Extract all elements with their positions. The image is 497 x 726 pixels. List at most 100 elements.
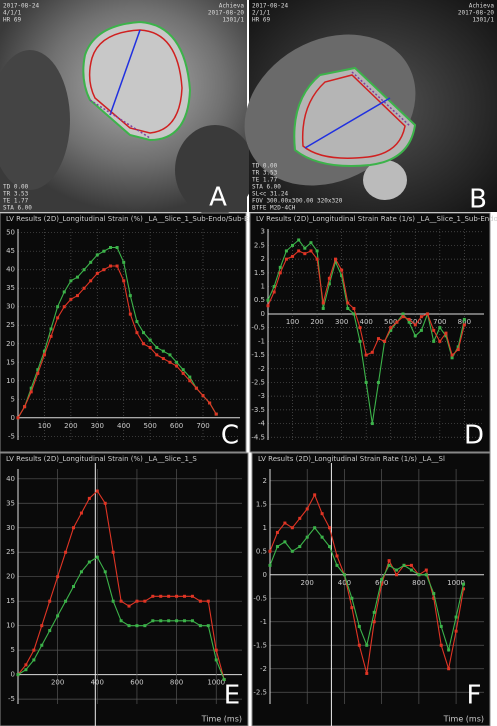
data-point xyxy=(447,648,451,652)
x-tick-label: 1000 xyxy=(447,579,465,587)
data-point xyxy=(401,315,405,319)
data-point xyxy=(168,360,172,364)
data-point xyxy=(175,594,179,598)
y-tick-label: -2 xyxy=(258,365,265,373)
y-tick-label: 2 xyxy=(261,255,265,263)
data-point xyxy=(395,573,399,577)
data-point xyxy=(315,257,319,261)
data-point xyxy=(432,596,436,600)
contour-inner xyxy=(301,74,406,159)
y-tick-label: -2.5 xyxy=(253,688,267,696)
y-tick-label: 35 xyxy=(6,284,15,292)
data-point xyxy=(115,246,119,250)
y-tick-label: -4.5 xyxy=(251,433,265,441)
overlay-text: 2017-08-20 xyxy=(208,10,245,17)
data-point xyxy=(370,350,374,354)
y-tick-label: 0.5 xyxy=(256,547,267,555)
y-tick-label: -2.5 xyxy=(251,378,265,386)
data-point xyxy=(36,368,40,372)
contour-inner xyxy=(88,29,183,134)
data-point xyxy=(190,594,194,598)
data-point xyxy=(72,585,76,588)
data-point xyxy=(24,668,28,672)
data-point xyxy=(142,342,146,346)
data-point xyxy=(305,535,309,539)
x-tick-label: 500 xyxy=(384,318,397,326)
data-point xyxy=(358,339,362,343)
data-point xyxy=(419,328,423,332)
data-point xyxy=(284,257,288,261)
data-point xyxy=(303,246,307,250)
data-point xyxy=(439,643,443,647)
data-point xyxy=(161,349,165,353)
y-tick-label: -0.5 xyxy=(253,594,267,602)
y-tick-label: -1 xyxy=(260,618,267,626)
data-point xyxy=(401,312,405,316)
y-tick-label: 0.5 xyxy=(254,296,265,304)
data-point xyxy=(135,331,139,335)
data-point xyxy=(89,279,93,283)
x-tick-label: 500 xyxy=(143,422,156,430)
data-point xyxy=(450,356,454,360)
data-point xyxy=(370,422,374,426)
overlay-text: Achieva xyxy=(469,3,495,10)
data-point xyxy=(340,274,344,278)
data-point xyxy=(315,249,319,253)
overlay-text: TE 1.77 xyxy=(252,177,278,184)
data-point xyxy=(327,282,331,286)
data-point xyxy=(128,312,132,316)
y-tick-label: 3 xyxy=(261,228,265,236)
data-point xyxy=(122,260,126,264)
data-point xyxy=(320,535,324,539)
data-point xyxy=(40,643,44,647)
data-point xyxy=(402,563,406,567)
annulus-line xyxy=(351,71,411,127)
data-point xyxy=(444,331,448,335)
data-point xyxy=(198,624,202,628)
y-tick-label: 0 xyxy=(11,414,15,422)
data-point xyxy=(69,279,73,283)
data-point xyxy=(214,412,218,416)
data-point xyxy=(222,678,226,682)
y-tick-label: -1 xyxy=(258,337,265,345)
data-point xyxy=(407,320,411,324)
data-point xyxy=(268,549,272,553)
overlay-text: TR 3.53 xyxy=(252,170,278,177)
chart-title: LV Results (2D)_Longitudinal Strain Rate… xyxy=(256,215,497,223)
data-point xyxy=(387,559,391,563)
data-point xyxy=(409,568,413,572)
x-tick-label: 200 xyxy=(64,422,77,430)
x-tick-label: 700 xyxy=(196,422,209,430)
data-point xyxy=(119,619,123,623)
y-tick-label: 20 xyxy=(6,340,15,348)
overlay-text: 2017-08-20 xyxy=(458,10,495,17)
y-tick-label: -3 xyxy=(258,392,265,400)
x-tick-label: 200 xyxy=(301,579,314,587)
data-point xyxy=(291,254,295,258)
data-point xyxy=(335,554,339,558)
data-point xyxy=(64,550,68,554)
panel-label: C xyxy=(221,421,239,451)
data-point xyxy=(413,323,417,327)
data-point xyxy=(380,582,384,586)
data-point xyxy=(266,298,270,302)
data-point xyxy=(82,268,86,272)
data-point xyxy=(102,249,106,253)
y-tick-label: 10 xyxy=(6,622,15,630)
data-point xyxy=(75,275,79,279)
data-point xyxy=(128,294,132,298)
data-point xyxy=(148,345,152,349)
data-point xyxy=(291,243,295,247)
x-tick-label: 600 xyxy=(409,318,422,326)
y-tick-label: 15 xyxy=(6,597,15,605)
image-a: A xyxy=(0,0,255,215)
data-point xyxy=(188,379,192,383)
data-point xyxy=(298,545,302,549)
data-point xyxy=(159,619,163,623)
data-point xyxy=(122,279,126,283)
data-point xyxy=(183,619,187,623)
overlay-text: HR 69 xyxy=(252,17,270,24)
data-point xyxy=(321,306,325,310)
chart-panel: LV Results (2D)_Longitudinal Strain Rate… xyxy=(249,212,497,453)
data-point xyxy=(389,326,393,330)
